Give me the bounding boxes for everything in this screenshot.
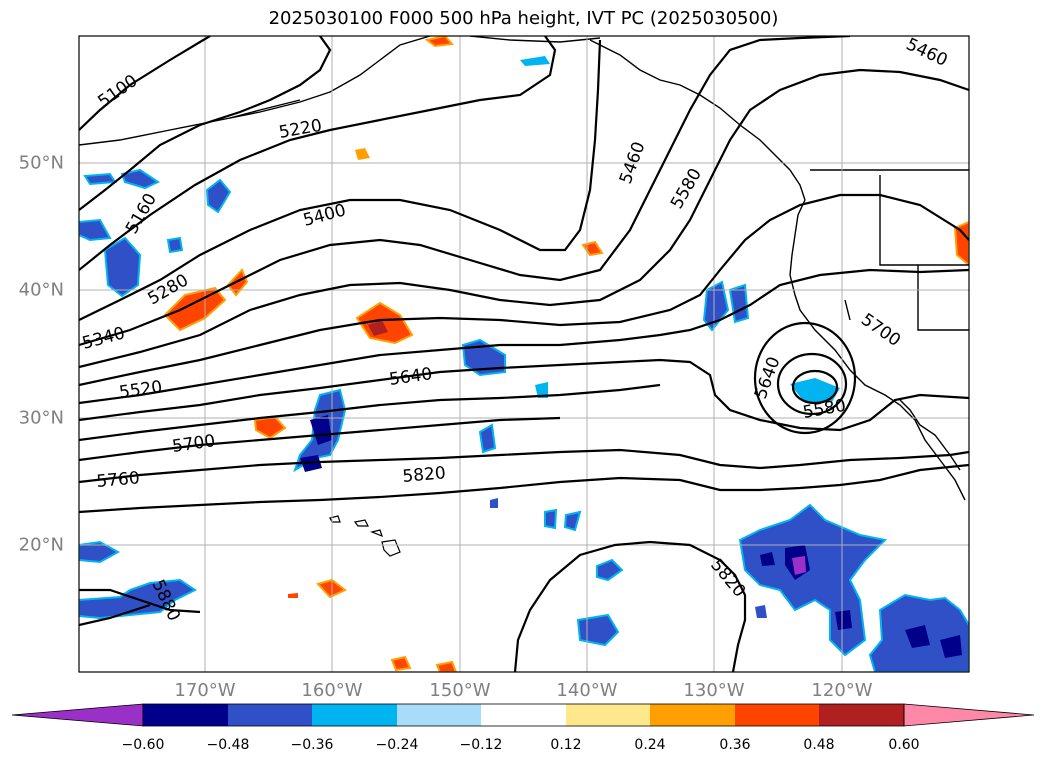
lon-tick-label: 140°W — [556, 680, 618, 701]
ivt-negative-area — [544, 508, 558, 530]
contour-label: 5640 — [388, 364, 434, 390]
contour-label: 5400 — [301, 200, 348, 231]
height-contours — [79, 36, 969, 672]
ivt-negative-area — [79, 218, 112, 242]
ivt-negative-area — [83, 172, 117, 186]
ivt-shading — [79, 36, 969, 672]
colorbar-bin — [481, 704, 566, 726]
colorbar-tick-label: −0.24 — [375, 737, 419, 753]
ivt-positive-area — [355, 148, 370, 160]
contour-label: 5760 — [96, 468, 141, 492]
colorbar-tick-label: −0.60 — [121, 737, 165, 753]
contour-label: 5460 — [903, 34, 951, 70]
contour-label: 5220 — [277, 116, 323, 143]
ivt-negative-area — [310, 415, 332, 445]
colorbar-bin — [819, 704, 904, 726]
colorbar-bin — [650, 704, 735, 726]
ivt-positive-area — [368, 320, 388, 336]
ivt-positive-area — [163, 286, 227, 332]
colorbar-bin — [312, 704, 397, 726]
ivt-negative-area — [103, 236, 142, 298]
colorbar-tick-label: 0.48 — [803, 737, 835, 753]
colorbar-tick-label: 0.12 — [550, 737, 582, 753]
ivt-negative-area — [755, 605, 767, 618]
ivt-negative-area — [205, 178, 232, 214]
ivt-positive-area — [288, 593, 298, 598]
contour-label: 5700 — [171, 431, 217, 457]
ivt-negative-area — [835, 610, 852, 630]
lat-tick-label: 30°N — [18, 407, 64, 429]
ivt-negative-area — [738, 503, 888, 657]
map-frame — [78, 35, 970, 673]
ivt-negative-area — [576, 613, 620, 647]
lat-tick-label: 20°N — [18, 534, 64, 556]
colorbar-tick-label: 0.36 — [719, 737, 751, 753]
lon-tick-label: 150°W — [429, 680, 491, 701]
colorbar-tick-label: 0.60 — [888, 737, 920, 753]
contour-label: 5580 — [667, 165, 706, 212]
ivt-negative-area — [760, 552, 775, 566]
colorbar-tick-label: −0.36 — [290, 737, 334, 753]
contour-label: 5100 — [94, 71, 141, 112]
colorbar-tick-label: −0.48 — [206, 737, 250, 753]
ivt-negative-area — [520, 56, 550, 66]
ivt-negative-area — [905, 625, 930, 648]
lon-tick-label: 160°W — [301, 680, 363, 701]
ivt-positive-area — [253, 415, 287, 440]
colorbar-bin — [397, 704, 481, 726]
colorbar-tick-label: 0.24 — [634, 737, 666, 753]
map-title: 2025030100 F000 500 hPa height, IVT PC (… — [268, 8, 779, 29]
contour-label: 5340 — [80, 323, 127, 354]
ivt-negative-area — [596, 558, 624, 582]
hawaii-islands — [329, 515, 401, 557]
colorbar-bin — [566, 704, 650, 726]
lat-tick-label: 40°N — [18, 279, 64, 301]
colorbar-under-arrow — [11, 703, 144, 727]
contour-label: 5820 — [402, 463, 447, 487]
contour-label: 5700 — [857, 310, 904, 351]
ivt-negative-area — [166, 236, 184, 254]
lon-tick-label: 120°W — [811, 680, 873, 701]
ivt-negative-area — [478, 423, 497, 454]
ivt-positive-area — [226, 268, 249, 297]
ivt-positive-area — [953, 220, 969, 267]
colorbar-bin — [735, 704, 819, 726]
ivt-negative-area — [563, 510, 582, 532]
ivt-positive-area — [581, 240, 604, 257]
ivt-negative-area — [79, 540, 121, 564]
colorbar-over-arrow — [903, 703, 1035, 727]
colorbar — [11, 703, 1035, 727]
colorbar-bin — [228, 704, 312, 726]
gridlines — [79, 36, 969, 672]
ivt-negative-area — [790, 378, 840, 403]
ivt-positive-area — [435, 660, 458, 672]
ivt-positive-area — [355, 301, 414, 345]
ivt-negative-area — [461, 338, 506, 377]
ivt-negative-area — [940, 635, 962, 658]
ivt-positive-area — [390, 655, 412, 672]
ivt-negative-area — [792, 556, 806, 575]
lon-tick-label: 130°W — [683, 680, 745, 701]
lat-tick-label: 50°N — [18, 152, 64, 174]
contour-label: 5160 — [122, 190, 161, 237]
contour-label: 5520 — [118, 377, 164, 403]
lon-tick-label: 170°W — [174, 680, 236, 701]
ivt-negative-area — [702, 280, 730, 332]
colorbar-tick-label: −0.12 — [459, 737, 503, 753]
ivt-negative-area — [490, 498, 498, 508]
ivt-negative-area — [728, 283, 750, 324]
colorbar-bin — [143, 704, 228, 726]
ivt-negative-area — [535, 382, 548, 398]
ivt-negative-area — [120, 168, 161, 190]
ivt-positive-area — [424, 36, 455, 48]
